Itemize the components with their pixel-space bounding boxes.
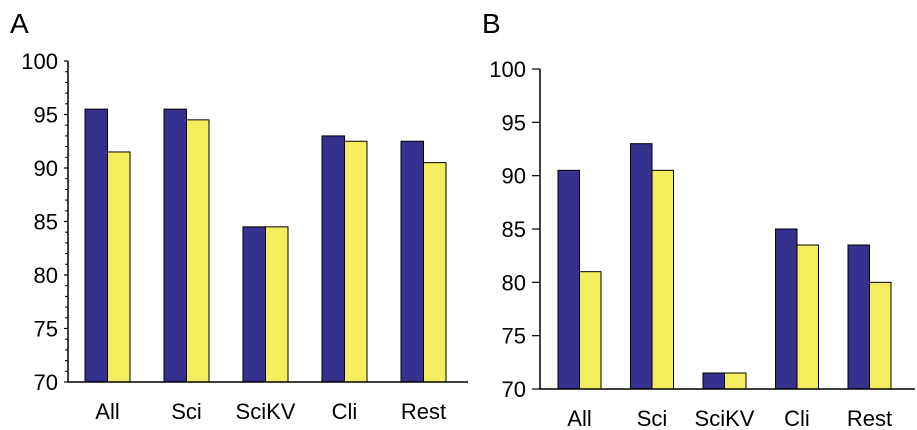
panel-a-y-tick-label-95: 95 xyxy=(34,103,58,128)
panel-a-y-tick-label-100: 100 xyxy=(21,49,58,74)
panel-a-y-tick-label-80: 80 xyxy=(34,263,58,288)
panel-b-bar-scikv-series-2 xyxy=(724,372,747,390)
panel-a-y-tick-label-70: 70 xyxy=(34,370,58,395)
panel-a-bar-scikv-series-2 xyxy=(265,226,289,383)
panel-a-bar-cli-series-1 xyxy=(321,135,345,383)
panel-a-plot: All Sci SciKV Cli Rest 70 75 80 85 90 95 100 xyxy=(21,49,468,424)
panel-b-bar-cli-series-1 xyxy=(775,228,798,390)
panel-b-x-tick-label-scikv: SciKV xyxy=(695,406,755,430)
panel-b-y-tick-label-90: 90 xyxy=(502,164,526,189)
panel-a-bar-sci-series-2 xyxy=(186,119,210,383)
panel-b-bar-all-series-1 xyxy=(557,169,580,390)
panel-b-y-tick-label-75: 75 xyxy=(502,324,526,349)
panel-b-bar-rest-series-1 xyxy=(847,244,870,390)
panel-a-y-tick-label-85: 85 xyxy=(34,210,58,235)
panel-b-y-tick-label-70: 70 xyxy=(502,377,526,402)
panel-a-bar-sci-series-1 xyxy=(163,108,187,383)
panel-a: A All Sci SciKV Cli Rest 70 75 80 85 90 95 100 xyxy=(10,8,468,424)
panel-b-plot: All Sci SciKV Cli Rest 70 75 80 85 90 95 100 xyxy=(489,57,915,430)
panel-a-bar-rest-series-1 xyxy=(400,140,424,383)
panel-b-bar-scikv-series-1 xyxy=(702,372,725,390)
panel-a-x-tick-label-cli: Cli xyxy=(332,399,358,424)
panel-b-y-tick-label-100: 100 xyxy=(489,57,526,82)
panel-b-bar-cli-series-2 xyxy=(796,244,819,390)
panel-a-bar-all-series-1 xyxy=(84,108,108,383)
panel-b-letter: B xyxy=(482,8,501,39)
panel-a-bar-cli-series-2 xyxy=(344,140,368,383)
panel-a-y-tick-label-75: 75 xyxy=(34,317,58,342)
panel-b-y-tick-label-95: 95 xyxy=(502,110,526,135)
panel-b-bar-sci-series-2 xyxy=(651,169,674,390)
panel-b-x-tick-label-all: All xyxy=(567,406,591,430)
panel-a-bar-rest-series-2 xyxy=(423,162,447,383)
panel-a-x-tick-label-sci: Sci xyxy=(171,399,202,424)
panel-b-y-tick-label-85: 85 xyxy=(502,217,526,242)
panel-b-x-tick-label-cli: Cli xyxy=(784,406,810,430)
panel-b-bar-rest-series-2 xyxy=(869,281,892,390)
panel-a-x-tick-label-scikv: SciKV xyxy=(236,399,296,424)
panel-b-bar-all-series-2 xyxy=(579,271,602,390)
panel-a-x-tick-label-all: All xyxy=(95,399,119,424)
panel-a-bar-all-series-2 xyxy=(107,151,131,383)
panel-b: B All Sci SciKV Cli Rest 70 75 80 85 90 95 100 xyxy=(482,8,915,430)
panel-b-y-tick-label-80: 80 xyxy=(502,270,526,295)
panel-b-bar-sci-series-1 xyxy=(630,143,653,390)
panel-b-x-tick-label-sci: Sci xyxy=(637,406,668,430)
panel-a-bar-scikv-series-1 xyxy=(242,226,266,383)
panel-b-x-tick-label-rest: Rest xyxy=(847,406,892,430)
panel-a-y-tick-label-90: 90 xyxy=(34,156,58,181)
panel-a-letter: A xyxy=(10,8,29,39)
panel-a-x-tick-label-rest: Rest xyxy=(401,399,446,424)
